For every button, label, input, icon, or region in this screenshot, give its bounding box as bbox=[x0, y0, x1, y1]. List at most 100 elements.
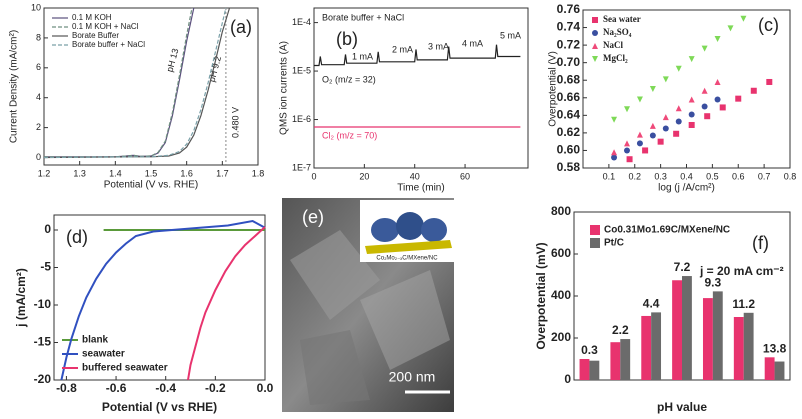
bar bbox=[651, 312, 662, 380]
point bbox=[649, 122, 656, 129]
x-tick-label: -0.8 bbox=[56, 381, 77, 395]
x-tick-label: -0.2 bbox=[205, 381, 226, 395]
bar bbox=[743, 312, 754, 380]
point bbox=[675, 118, 682, 125]
inset-label: Co₂Mo₂₋ₓC/MXene/NC bbox=[376, 256, 438, 262]
category-label: 13.8 bbox=[763, 341, 787, 355]
legend-swatch bbox=[592, 43, 598, 49]
annotation: 4 mA bbox=[462, 38, 483, 48]
flake bbox=[300, 330, 370, 405]
category-label: 11.2 bbox=[732, 297, 755, 311]
y-axis-label: j (mA/cm²) bbox=[14, 268, 28, 328]
x-tick-label: 0 bbox=[311, 171, 316, 181]
x-axis-label: Potential (V vs. RHE) bbox=[104, 180, 198, 191]
y-tick-label: 200 bbox=[551, 330, 571, 344]
bar bbox=[579, 359, 590, 380]
point bbox=[675, 105, 682, 112]
bar bbox=[702, 298, 713, 380]
x-tick-label: 40 bbox=[410, 171, 420, 181]
point bbox=[649, 132, 656, 139]
legend-swatch bbox=[592, 56, 598, 62]
point bbox=[719, 104, 726, 111]
legend-swatch bbox=[592, 30, 598, 36]
y-tick-label: -10 bbox=[34, 297, 52, 311]
legend-label: Sea water bbox=[603, 14, 641, 24]
panel-e: 200 nm Co₂Mo₂₋ₓC/MXene/NC (e) bbox=[282, 198, 454, 412]
x-axis-label: Potential (V vs RHE) bbox=[102, 400, 217, 414]
annotation: 1 mA bbox=[352, 51, 373, 61]
y-tick-label: 0 bbox=[36, 152, 41, 162]
panel-label: (f) bbox=[752, 233, 769, 253]
x-tick-label: -0.6 bbox=[106, 381, 127, 395]
bar bbox=[733, 317, 744, 380]
point bbox=[714, 78, 721, 85]
panel-label: (d) bbox=[66, 227, 88, 247]
legend-label: Co0.31Mo1.69C/MXene/NC bbox=[604, 225, 730, 236]
y-tick-label: 0.76 bbox=[557, 2, 581, 16]
x-tick-label: 0.5 bbox=[706, 171, 719, 181]
point bbox=[662, 114, 669, 121]
point bbox=[735, 95, 742, 102]
y-tick-label: 0.72 bbox=[557, 37, 581, 51]
category-label: 4.4 bbox=[643, 297, 660, 311]
y-tick-label: 4 bbox=[36, 92, 41, 102]
x-tick-label: 1.7 bbox=[216, 168, 229, 178]
inset-sphere bbox=[421, 218, 447, 242]
x-tick-label: 1.3 bbox=[73, 168, 86, 178]
x-tick-label: 0.7 bbox=[758, 171, 771, 181]
y-tick-label: 0.68 bbox=[557, 72, 581, 86]
annotation: 3 mA bbox=[428, 41, 449, 51]
x-tick-label: 1.5 bbox=[145, 168, 158, 178]
legend-label: seawater bbox=[82, 349, 125, 360]
category-label: 9.3 bbox=[705, 276, 722, 290]
x-tick-label: -0.4 bbox=[155, 381, 176, 395]
x-tick-label: 0.2 bbox=[628, 171, 641, 181]
point bbox=[714, 96, 721, 103]
x-axis-label: pH value bbox=[657, 400, 707, 414]
bar bbox=[672, 280, 682, 380]
bar bbox=[620, 339, 631, 380]
point bbox=[611, 116, 618, 123]
legend-swatch bbox=[590, 238, 600, 248]
point bbox=[623, 147, 630, 154]
y-axis-label: Overpotential (V) bbox=[548, 51, 559, 127]
y-tick-label: 6 bbox=[36, 62, 41, 72]
y-tick-label: 1E-6 bbox=[292, 114, 311, 124]
series-line bbox=[60, 219, 266, 381]
point bbox=[662, 125, 669, 132]
point bbox=[727, 25, 734, 32]
point bbox=[623, 106, 630, 113]
panel-label: (b) bbox=[336, 29, 358, 49]
series-line bbox=[314, 44, 521, 67]
x-tick-label: 60 bbox=[460, 171, 470, 181]
point bbox=[740, 15, 747, 22]
inset-sphere bbox=[371, 218, 399, 242]
point bbox=[673, 130, 680, 137]
legend-label: 0.1 M KOH bbox=[72, 13, 112, 22]
y-tick-label: 1E-7 bbox=[292, 162, 311, 172]
y-tick-label: 1E-4 bbox=[292, 17, 311, 27]
x-tick-label: 0.1 bbox=[603, 171, 616, 181]
legend-label: Borate buffer + NaCl bbox=[72, 40, 145, 49]
legend-swatch bbox=[592, 17, 598, 23]
point bbox=[688, 96, 695, 103]
point bbox=[688, 56, 695, 63]
annotation: pH 13 bbox=[165, 47, 181, 73]
y-axis-label: QMS ion currents (A) bbox=[279, 41, 290, 135]
y-tick-label: 1E-5 bbox=[292, 65, 311, 75]
annotation: 0.480 V bbox=[230, 107, 240, 138]
inset-sheet bbox=[365, 240, 452, 254]
legend-label: NaCl bbox=[603, 40, 623, 50]
y-tick-label: 0.64 bbox=[557, 108, 581, 122]
point bbox=[701, 87, 708, 94]
annotation: pH 9.2 bbox=[207, 55, 224, 83]
annotation: Borate buffer + NaCl bbox=[322, 12, 404, 22]
point bbox=[623, 140, 630, 147]
y-tick-label: 0.62 bbox=[557, 125, 581, 139]
legend-swatch bbox=[590, 225, 600, 235]
point bbox=[750, 87, 757, 94]
bar bbox=[682, 276, 692, 380]
series-line bbox=[44, 7, 193, 158]
